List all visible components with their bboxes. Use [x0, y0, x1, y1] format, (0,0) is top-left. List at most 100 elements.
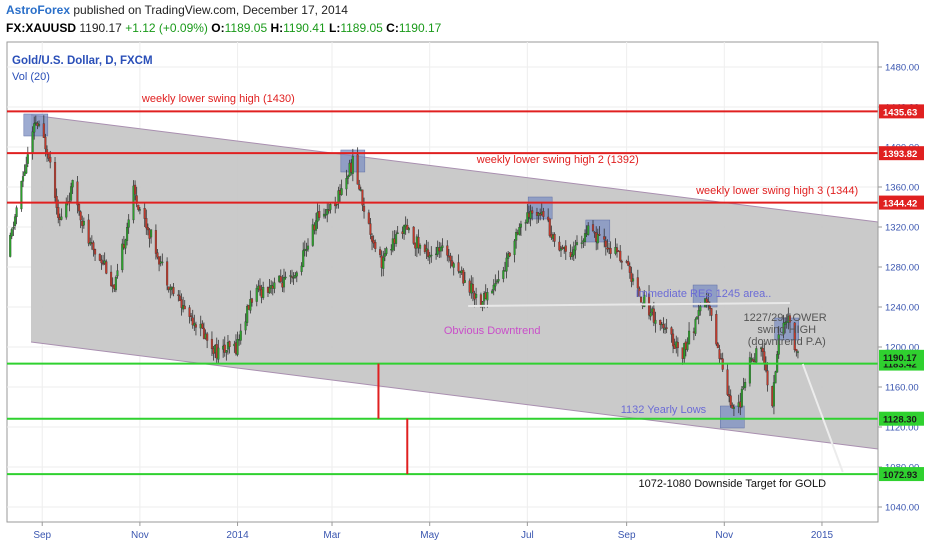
candle-body	[183, 305, 186, 310]
y-tick-label: 1040.00	[885, 503, 919, 514]
price-tag	[879, 195, 924, 210]
candle-body	[362, 205, 366, 212]
candle-body	[191, 317, 194, 326]
candle-body	[486, 292, 489, 301]
indicator-label: Vol (20)	[12, 71, 50, 83]
candle-body	[26, 154, 29, 164]
candle-body	[676, 342, 679, 349]
close-label: C:	[386, 21, 399, 35]
candle-body	[379, 249, 382, 255]
candle-body	[761, 348, 764, 352]
candle-body	[145, 218, 148, 229]
candle-body	[604, 240, 607, 247]
candle-body	[583, 233, 587, 243]
candle-body	[439, 246, 442, 252]
candle-body	[53, 162, 57, 198]
candle-body	[428, 255, 431, 258]
candle-body	[69, 186, 73, 201]
close-value: 1190.17	[398, 21, 442, 35]
candle-body	[752, 359, 755, 362]
candle-body	[491, 290, 494, 294]
publish-text: published on TradingView.com, December 1…	[73, 3, 348, 17]
candle-body	[385, 248, 388, 254]
candle-body	[726, 369, 729, 395]
candle-body	[639, 297, 643, 303]
x-tick-label: Sep	[618, 530, 636, 541]
candle-body	[351, 156, 354, 174]
candle-body	[236, 339, 239, 355]
candle-body	[282, 277, 286, 288]
price-axis	[878, 42, 932, 522]
candle-body	[250, 298, 254, 303]
x-tick-label: Sep	[33, 530, 51, 541]
candle-body	[180, 299, 183, 308]
candle-body	[672, 333, 675, 347]
candle-body	[225, 350, 228, 353]
author-link[interactable]: AstroForex	[6, 3, 71, 17]
candle-body	[44, 136, 47, 150]
candle-body	[206, 333, 209, 341]
price-tag-label: 1072.93	[883, 470, 917, 481]
candle-body	[10, 229, 13, 237]
candle-body	[580, 242, 583, 244]
y-tick-label: 1360.00	[885, 183, 919, 194]
candle-body	[638, 288, 641, 297]
candle-body	[427, 249, 430, 257]
price-tag-label: 1344.42	[883, 199, 917, 210]
candle-body	[178, 295, 181, 301]
candle-body	[699, 306, 702, 312]
candle-body	[25, 164, 28, 174]
candle-body	[596, 234, 599, 244]
candle-body	[110, 271, 113, 286]
quote-line: FX:XAUUSD 1190.17 +1.12 (+0.09%) O:1189.…	[6, 21, 441, 35]
candle-body	[371, 235, 374, 242]
candle-body	[508, 252, 511, 257]
candle-body	[630, 272, 633, 282]
candle-body	[306, 245, 310, 250]
candle-body	[654, 319, 657, 324]
candle-body	[372, 240, 375, 244]
candle-body	[475, 294, 478, 298]
price-tag	[879, 104, 924, 119]
candle-body	[194, 324, 197, 328]
price-chart[interactable]: weekly lower swing high (1430) weekly low…	[0, 40, 932, 550]
publish-info: AstroForex published on TradingView.com,…	[6, 3, 348, 17]
candle-body	[201, 323, 204, 329]
candle-body	[777, 334, 780, 355]
annotation-label: weekly lower swing high 3 (1344)	[695, 185, 858, 197]
channel-lower-line	[30, 341, 879, 450]
candle-body	[539, 213, 542, 216]
price-tag-label: 1393.82	[883, 149, 917, 160]
candle-body	[311, 224, 314, 246]
x-tick-label: Mar	[323, 530, 341, 541]
candle-body	[572, 249, 575, 256]
downtrend-channel	[31, 115, 878, 449]
candle-body	[462, 269, 465, 284]
candle-body	[559, 248, 563, 251]
candle-body	[143, 208, 146, 219]
y-tick-label: 1200.00	[885, 343, 919, 354]
open-value: 1189.05	[224, 21, 268, 35]
candle-body	[763, 351, 766, 364]
candle-body	[396, 232, 399, 234]
candle-body	[407, 228, 410, 231]
candle-body	[571, 254, 574, 257]
y-tick-label: 1160.00	[885, 383, 919, 394]
candle-body	[463, 280, 466, 283]
candle-body	[121, 243, 124, 271]
last-price: 1190.17	[79, 21, 122, 35]
candle-body	[665, 327, 668, 329]
candle-body	[382, 257, 385, 269]
candle-body	[513, 240, 516, 255]
candle-body	[273, 282, 276, 289]
x-tick-label: 2015	[811, 530, 834, 541]
y-tick-label: 1120.00	[885, 423, 919, 434]
candle-body	[547, 216, 550, 221]
candle-body	[649, 312, 652, 317]
y-tick-label: 1280.00	[885, 263, 919, 274]
candle-body	[217, 347, 220, 360]
candle-body	[620, 261, 623, 263]
annotation-label: 1072-1080 Downside Target for GOLD	[639, 478, 827, 490]
symbol-label: FX:XAUUSD	[6, 21, 77, 35]
price-tag-label: 1128.30	[883, 415, 917, 426]
